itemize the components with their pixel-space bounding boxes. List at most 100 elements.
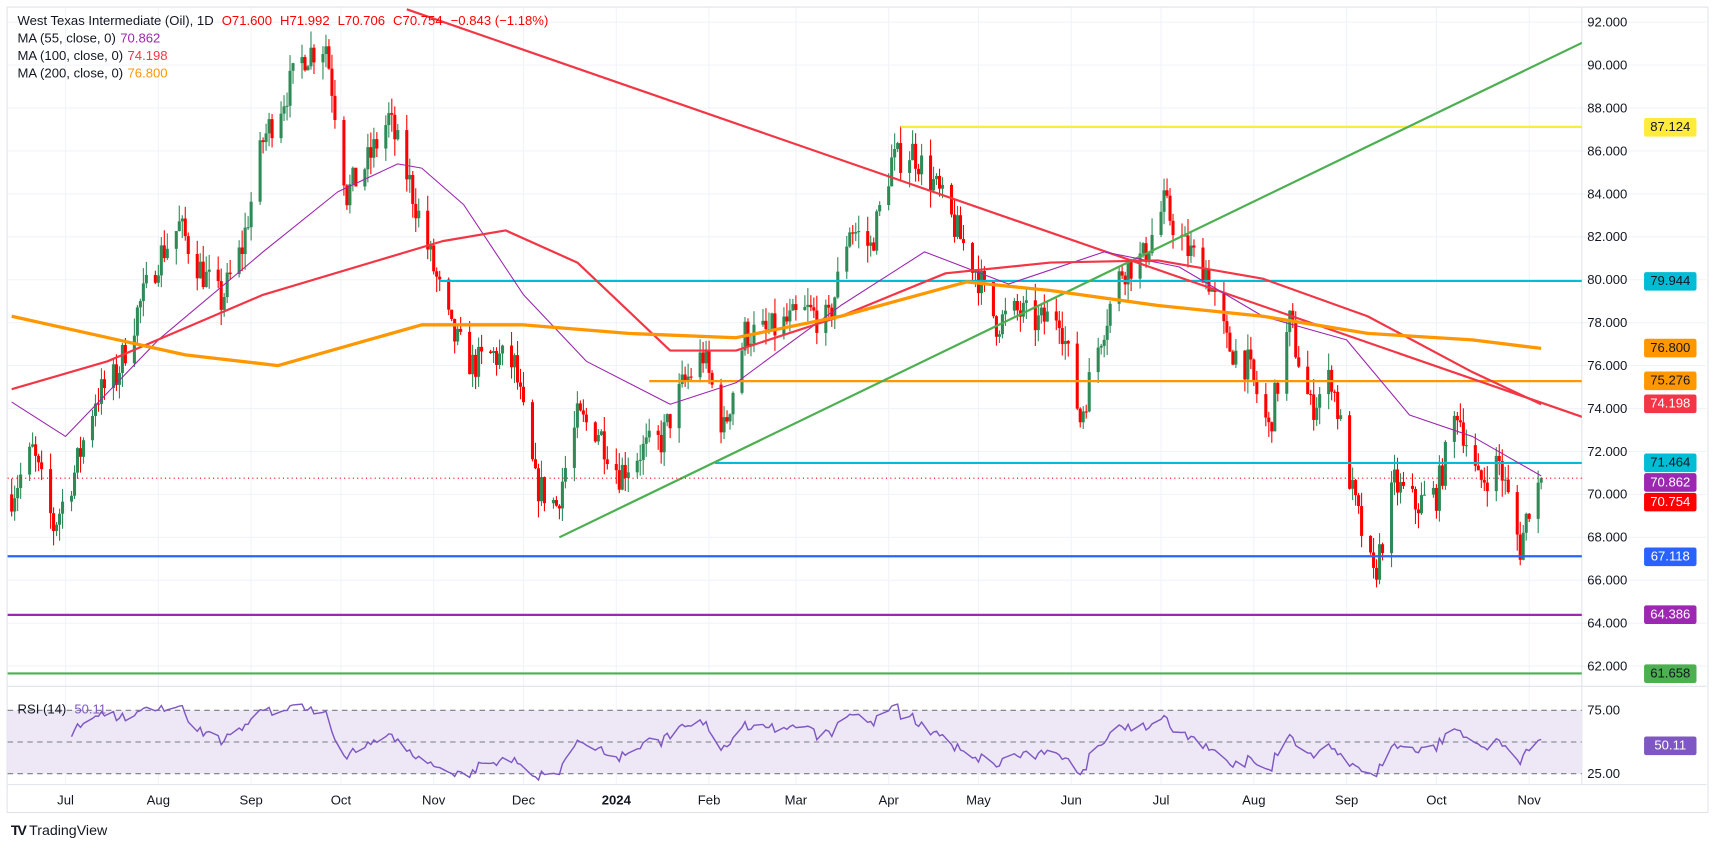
candle-body	[153, 274, 157, 283]
price-badge-76.800: 76.800	[1644, 339, 1697, 358]
time-axis-label: Oct	[331, 792, 352, 807]
price-badge-61.658: 61.658	[1644, 664, 1697, 683]
candle-body	[1024, 300, 1028, 303]
candle-body	[1294, 322, 1298, 358]
candle-body	[1213, 289, 1217, 292]
candle-body	[1515, 492, 1519, 535]
candle-body	[1141, 243, 1145, 254]
candle-body	[641, 443, 645, 460]
candle-body	[1117, 271, 1121, 304]
candle-body	[521, 386, 526, 403]
candle-body	[1168, 195, 1172, 221]
candle-body	[899, 143, 903, 173]
candle-body	[854, 232, 858, 234]
candle-body	[1075, 343, 1079, 409]
legend-ma55[interactable]: MA (55, close, 0) 70.862	[17, 30, 548, 47]
time-axis-label: Jul	[1153, 792, 1170, 807]
candle-body	[306, 66, 310, 71]
candle-body	[1419, 495, 1423, 514]
legend-ma200[interactable]: MA (200, close, 0) 76.800	[17, 64, 548, 81]
candle-body	[1437, 465, 1441, 511]
candle-body	[16, 487, 20, 499]
time-axis-label: Dec	[512, 792, 536, 807]
candle-body	[1273, 382, 1277, 432]
rsi-axis-label: 75.00	[1587, 703, 1620, 718]
candle-body	[1455, 415, 1459, 421]
candle-body	[887, 186, 891, 206]
candle-body	[920, 155, 924, 175]
candle-body	[261, 140, 265, 143]
time-axis-label: Jun	[1061, 792, 1082, 807]
price-badge-75.276: 75.276	[1644, 371, 1697, 391]
candle-body	[740, 350, 744, 393]
price-axis-label: 84.000	[1587, 186, 1627, 201]
candle-body	[623, 464, 627, 479]
candle-body	[1270, 422, 1274, 432]
candle-body	[327, 46, 331, 69]
candle-body	[240, 247, 244, 255]
candle-body	[450, 309, 454, 319]
candle-body	[704, 350, 708, 364]
candle-body	[857, 231, 861, 233]
candle-body	[1003, 310, 1007, 315]
candle-body	[13, 498, 17, 512]
candle-body	[1479, 470, 1483, 480]
candle-body	[31, 444, 35, 447]
candle-body	[584, 414, 588, 423]
candle-body	[78, 448, 83, 457]
candle-body	[1431, 487, 1435, 495]
candle-body	[731, 392, 735, 415]
candle-body	[429, 245, 433, 250]
candle-body	[243, 227, 247, 255]
tradingview-logo[interactable]: TV TradingView	[11, 822, 107, 838]
candle-body	[955, 215, 960, 237]
candle-body	[1494, 455, 1498, 492]
candle-body	[1057, 320, 1061, 328]
candle-body	[225, 272, 229, 298]
candle-body	[49, 469, 53, 514]
candle-body	[1485, 482, 1489, 492]
candle-body	[509, 345, 514, 368]
price-badge-71.464: 71.464	[1644, 453, 1697, 473]
candle-body	[426, 210, 430, 250]
candle-body	[501, 345, 505, 354]
moving-average-55	[11, 163, 1542, 477]
candle-body	[390, 113, 394, 115]
candle-body	[599, 431, 603, 435]
candle-body	[1063, 340, 1067, 345]
candle-body	[37, 455, 41, 463]
time-axis-label: Aug	[1242, 792, 1265, 807]
candle-body	[81, 440, 86, 457]
candle-body	[267, 119, 271, 134]
candle-body	[890, 157, 894, 187]
candle-body	[1351, 480, 1355, 489]
candle-body	[836, 271, 840, 298]
candle-body	[1392, 469, 1397, 483]
rsi-legend[interactable]: RSI (14) 50.11	[17, 702, 106, 717]
candle-body	[477, 346, 481, 377]
legend-ma100[interactable]: MA (100, close, 0) 74.198	[17, 47, 548, 64]
candle-body	[878, 205, 882, 212]
candle-body	[761, 320, 765, 325]
candle-body	[848, 232, 852, 247]
candle-body	[770, 313, 774, 330]
candle-body	[1222, 291, 1226, 322]
candle-body	[1315, 407, 1319, 420]
candle-body	[812, 307, 816, 311]
candle-body	[1276, 382, 1280, 394]
candle-body	[1096, 347, 1100, 373]
candle-body	[949, 184, 954, 215]
candle-body	[698, 352, 702, 378]
candle-body	[872, 242, 876, 251]
moving-average-200	[11, 280, 1542, 368]
candle-body	[539, 477, 543, 502]
candle-body	[438, 276, 442, 280]
candle-body	[99, 379, 103, 404]
candle-body	[447, 279, 451, 310]
candle-body	[1138, 253, 1142, 279]
price-axis-label: 70.000	[1587, 487, 1627, 502]
candle-body	[1524, 513, 1528, 533]
candle-body	[285, 105, 289, 107]
candle-body	[198, 261, 202, 279]
